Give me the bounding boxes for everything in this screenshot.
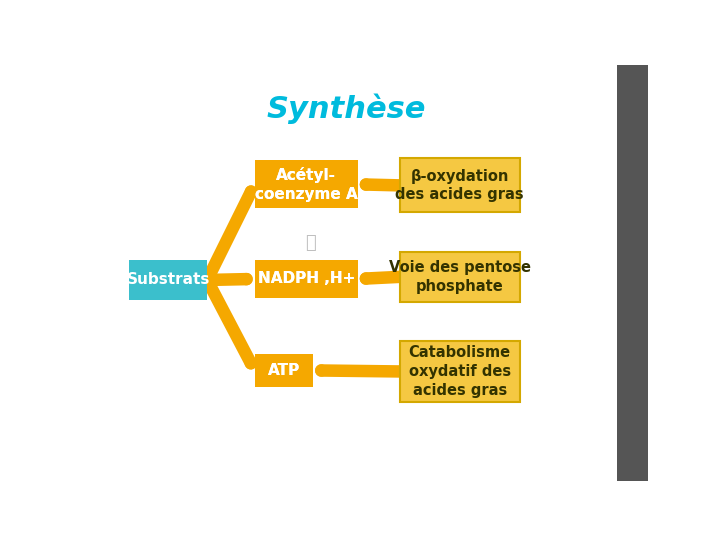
FancyBboxPatch shape	[400, 252, 520, 302]
FancyBboxPatch shape	[400, 158, 520, 212]
Text: Catabolisme
oxydatif des
acides gras: Catabolisme oxydatif des acides gras	[409, 346, 510, 397]
FancyBboxPatch shape	[255, 354, 313, 387]
FancyBboxPatch shape	[255, 160, 358, 208]
FancyBboxPatch shape	[400, 341, 520, 402]
FancyBboxPatch shape	[255, 160, 358, 208]
FancyBboxPatch shape	[255, 260, 358, 298]
Text: ATP: ATP	[268, 363, 300, 378]
FancyBboxPatch shape	[617, 65, 648, 481]
Text: ATP: ATP	[268, 363, 300, 378]
Text: Acétyl-
coenzyme A: Acétyl- coenzyme A	[255, 167, 358, 201]
Text: 🔊: 🔊	[305, 234, 316, 252]
FancyBboxPatch shape	[255, 260, 358, 298]
Text: β-oxydation
des acides gras: β-oxydation des acides gras	[395, 168, 524, 202]
FancyBboxPatch shape	[255, 354, 313, 387]
Text: Synthèse: Synthèse	[267, 93, 426, 124]
Text: NADPH ,H+: NADPH ,H+	[258, 272, 355, 286]
Text: Acétyl-
coenzyme A: Acétyl- coenzyme A	[255, 167, 358, 201]
Text: Substrats: Substrats	[127, 273, 210, 287]
FancyBboxPatch shape	[129, 260, 207, 300]
Text: Voie des pentose
phosphate: Voie des pentose phosphate	[389, 260, 531, 294]
Text: NADPH ,H+: NADPH ,H+	[258, 272, 355, 286]
